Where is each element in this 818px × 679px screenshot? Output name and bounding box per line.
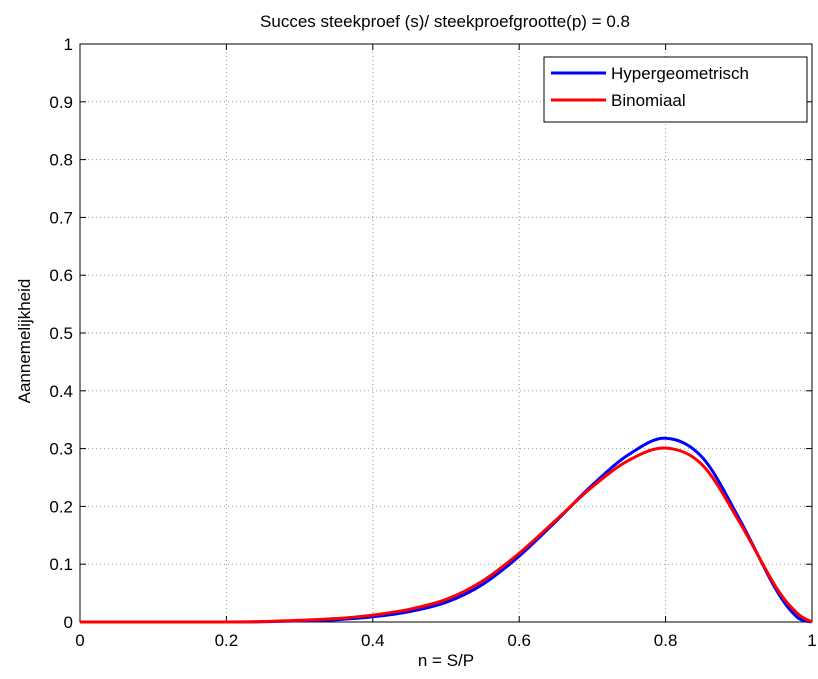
x-tick-label: 1 <box>807 631 816 650</box>
legend-label: Hypergeometrisch <box>611 64 749 83</box>
x-tick-label: 0.2 <box>215 631 239 650</box>
legend-label: Binomiaal <box>611 91 686 110</box>
x-axis-label: n = S/P <box>418 651 474 670</box>
y-tick-label: 0.8 <box>49 151 73 170</box>
plot-area <box>79 43 813 623</box>
y-tick-label: 0.2 <box>49 497 73 516</box>
y-tick-label: 0.6 <box>49 266 73 285</box>
x-tick-label: 0.6 <box>507 631 531 650</box>
y-axis-label: Aannemelijkheid <box>15 279 34 404</box>
y-tick-label: 0.5 <box>49 324 73 343</box>
y-tick-label: 0.7 <box>49 208 73 227</box>
y-tick-label: 0.3 <box>49 440 73 459</box>
grid-lines <box>80 44 812 622</box>
x-tick-label: 0 <box>75 631 84 650</box>
series-lines <box>80 436 813 624</box>
chart-title: Succes steekproef (s)/ steekproefgrootte… <box>260 12 630 31</box>
x-tick-label: 0.8 <box>654 631 678 650</box>
legend-box <box>543 56 808 123</box>
y-tick-label: 1 <box>64 35 73 54</box>
y-tick-label: 0.1 <box>49 555 73 574</box>
series-line-1 <box>80 446 813 624</box>
y-tick-label: 0 <box>64 613 73 632</box>
y-tick-label: 0.9 <box>49 93 73 112</box>
y-tick-label: 0.4 <box>49 382 73 401</box>
legend: Hypergeometrisch Binomiaal <box>543 56 808 123</box>
x-tick-label: 0.4 <box>361 631 385 650</box>
